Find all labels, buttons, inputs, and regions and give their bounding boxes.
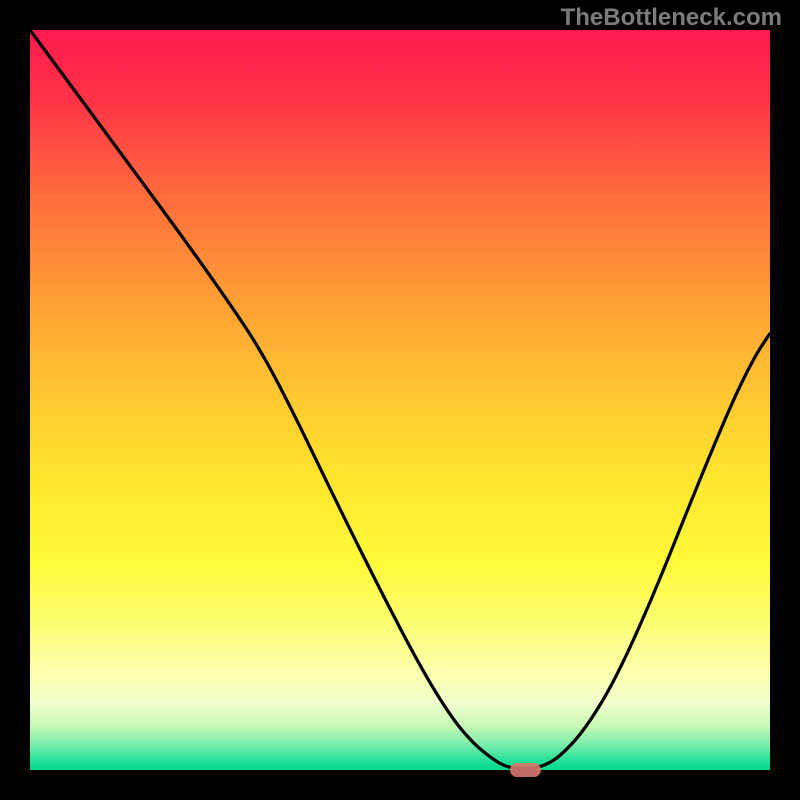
chart-frame: TheBottleneck.com	[0, 0, 800, 800]
optimum-marker	[510, 763, 541, 778]
bottleneck-curve	[0, 0, 800, 800]
watermark: TheBottleneck.com	[561, 4, 782, 32]
